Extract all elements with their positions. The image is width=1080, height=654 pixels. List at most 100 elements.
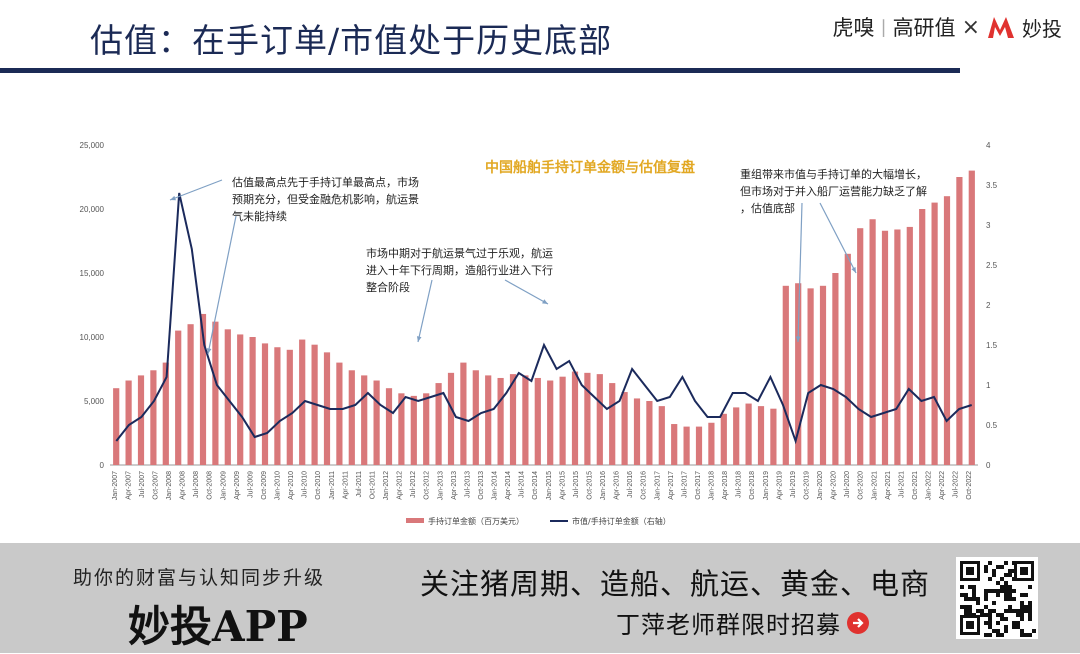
footer-topics: 关注猪周期、造船、航运、黄金、电商 — [420, 567, 931, 601]
bar — [237, 334, 244, 465]
x-tick-label: Jan-2020 — [817, 471, 824, 500]
bar — [398, 393, 405, 465]
y-left-tick-label: 15,000 — [80, 269, 105, 278]
arrow-restructure-bar — [819, 202, 857, 274]
bar — [720, 413, 727, 465]
bar — [361, 375, 368, 465]
qr-code-icon[interactable] — [956, 557, 1038, 639]
annotation-peak: 估值最高点先于手持订单最高点，市场预期充分，但受金融危机影响，航运景气未能持续 — [232, 175, 419, 223]
header: 估值：在手订单/市值处于历史底部 虎嗅 | 高研值 × 妙投 — [0, 0, 1080, 80]
bar — [695, 426, 703, 465]
legend-bar-label: 手持订单金额（百万美元） — [428, 516, 524, 526]
x-tick-label: Apr-2015 — [559, 471, 566, 500]
chart-title: 中国船舶手持订单金额与估值复盘 — [485, 159, 695, 176]
bar — [199, 313, 207, 465]
bar — [385, 388, 393, 465]
x-tick-label: Apr-2012 — [397, 471, 404, 500]
bar — [522, 375, 529, 465]
y-right-tick-label: 3.5 — [986, 181, 998, 190]
x-tick-label: Oct-2010 — [315, 471, 322, 500]
bar — [348, 370, 355, 465]
arrow-restructure-line-head — [795, 336, 801, 342]
x-tick-label: Jul-2008 — [193, 471, 200, 498]
x-tick-label: Apr-2010 — [288, 471, 295, 500]
bar — [249, 337, 256, 465]
bar — [819, 285, 827, 465]
x-tick-label: Jul-2019 — [790, 471, 797, 498]
recruit-label: 丁萍老师群限时招募 — [616, 611, 841, 639]
legend-bar-swatch — [406, 518, 424, 523]
y-left-tick-label: 5,000 — [84, 397, 105, 406]
bar — [646, 401, 653, 465]
brand-cross: × — [961, 14, 980, 40]
bar — [162, 362, 169, 465]
x-tick-label: Jul-2011 — [356, 471, 363, 497]
bar — [497, 377, 504, 465]
annotation-restructure: 重组带来市值与手持订单的大幅增长，但市场对于并入船厂运营能力缺乏了解，估值底部 — [740, 167, 927, 215]
brand-bar: 虎嗅 | 高研值 × 妙投 — [832, 10, 1062, 44]
arrow-midcycle-line-head — [542, 299, 548, 304]
brand-separator: | — [880, 16, 887, 38]
x-tick-label: Apr-2009 — [234, 471, 241, 500]
brand-miaotou: 妙投 — [1022, 16, 1062, 41]
x-tick-label: Jul-2007 — [139, 471, 146, 498]
y-right-tick-label: 1 — [986, 381, 991, 390]
arrow-peak-bar — [207, 215, 237, 355]
arrow-midcycle-line — [504, 279, 549, 305]
bar — [683, 426, 690, 465]
arrow-restructure-line — [797, 202, 803, 343]
x-tick-label: Oct-2013 — [478, 471, 485, 500]
y-left-tick-label: 25,000 — [80, 141, 105, 150]
bar — [633, 398, 641, 465]
x-tick-label: Oct-2014 — [532, 471, 539, 500]
bar — [733, 407, 740, 465]
arrow-peak-line — [169, 179, 223, 201]
chart-container: 0 5,000 10,000 15,000 20,000 25,000 0 0.5 1 1.5 2 2… — [60, 130, 1020, 540]
x-tick-label: Jan-2022 — [926, 471, 933, 500]
bar — [261, 343, 269, 465]
bar — [547, 380, 554, 465]
page-title: 估值：在手订单/市值处于历史底部 — [90, 21, 613, 60]
arrow-peak-bar-head — [206, 348, 212, 354]
bar — [832, 273, 839, 465]
x-tick-label: Oct-2019 — [803, 471, 810, 500]
x-tick-label: Oct-2021 — [912, 471, 919, 500]
x-tick-label: Oct-2020 — [858, 471, 865, 500]
bar — [534, 377, 541, 465]
bar — [609, 383, 616, 465]
bar — [857, 228, 864, 465]
bar — [447, 372, 455, 465]
bar — [336, 362, 343, 465]
footer-slogan: 助你的财富与认知同步升级 — [73, 567, 326, 589]
x-tick-label: Oct-2016 — [641, 471, 648, 500]
arrow-peak-line-head — [170, 195, 176, 201]
arrow-right-icon[interactable] — [847, 611, 869, 634]
bar — [460, 362, 467, 465]
bar — [745, 403, 752, 465]
footer-recruit-link[interactable]: 丁萍老师群限时招募 — [616, 605, 869, 640]
brand-gaoyanzhi: 高研值 — [892, 16, 956, 40]
x-tick-label: Jan-2014 — [492, 471, 499, 500]
y-right-tick-label: 2.5 — [986, 261, 998, 270]
bar — [571, 371, 579, 465]
arrow-midcycle-bar — [417, 279, 433, 343]
x-tick-label: Apr-2013 — [451, 471, 458, 500]
bar — [472, 370, 479, 465]
x-tick-label: Jul-2017 — [681, 471, 688, 498]
x-tick-label: Oct-2015 — [586, 471, 593, 500]
x-tick-label: Jul-2018 — [736, 471, 743, 498]
bar — [150, 370, 157, 465]
bar — [187, 324, 194, 465]
x-tick-label: Jul-2009 — [247, 471, 254, 498]
bar — [894, 229, 901, 465]
x-tick-label: Apr-2017 — [668, 471, 675, 500]
y-right-tick-label: 0.5 — [986, 421, 998, 430]
bar — [485, 375, 492, 465]
x-tick-label: Jan-2015 — [546, 471, 553, 500]
bar — [212, 321, 219, 465]
arrow-midcycle-bar-head — [416, 336, 422, 342]
bar — [869, 219, 876, 465]
x-tick-label: Apr-2011 — [342, 471, 349, 499]
bar — [596, 374, 603, 465]
bar — [844, 253, 851, 465]
